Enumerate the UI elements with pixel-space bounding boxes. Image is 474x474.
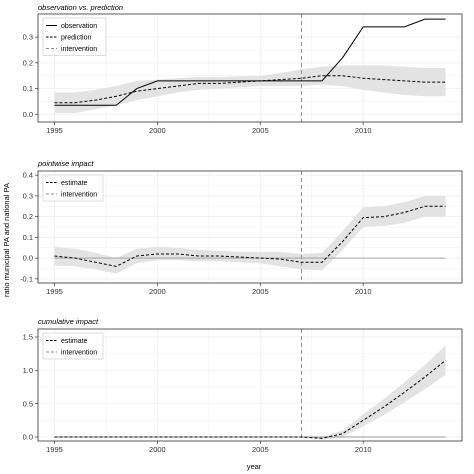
x-tick-label: 2010 <box>355 126 372 135</box>
y-tick-label: 0.2 <box>23 58 33 67</box>
y-tick-label: -0.1 <box>20 274 33 283</box>
panel-pointwise-impact: pointwise impact 1995 2000 2005 2010 -0.1 0.0… <box>20 159 462 296</box>
legend-label-intervention: intervention <box>61 46 97 53</box>
x-tick-label: 1995 <box>46 445 63 454</box>
x-tick-label: 2000 <box>149 287 166 296</box>
confidence-band <box>54 196 445 274</box>
y-tick-label: 0.0 <box>23 433 33 442</box>
legend-label-estimate: estimate <box>61 180 88 187</box>
y-tick-label: 0.1 <box>23 233 33 242</box>
y-tick-label: 1.5 <box>23 333 33 342</box>
y-tick-label: 0.2 <box>23 212 33 221</box>
x-tick-label: 2010 <box>355 287 372 296</box>
x-tick-label: 2005 <box>252 287 269 296</box>
x-tick-label: 1995 <box>46 287 63 296</box>
y-tick-label: 0.0 <box>23 110 33 119</box>
y-tick-label: 0.4 <box>23 171 33 180</box>
panel-title-observation-vs-prediction: observation vs. prediction <box>38 3 123 12</box>
y-tick-label: 0.1 <box>23 84 33 93</box>
confidence-band <box>54 65 445 113</box>
legend-label-observation: observation <box>61 23 97 30</box>
y-tick-label: 0.5 <box>23 399 33 408</box>
confidence-band <box>54 346 445 440</box>
panel-cumulative-impact: cumulative impact 1995 2000 2005 2010 0.0 0.5… <box>23 317 462 454</box>
y-tick-label: 0.3 <box>23 33 33 42</box>
x-axis-label: year <box>247 462 262 471</box>
y-tick-label: 0.3 <box>23 191 33 200</box>
x-tick-label: 2000 <box>149 445 166 454</box>
panel-title-pointwise-impact: pointwise impact <box>37 159 94 168</box>
y-tick-label: 1.0 <box>23 366 33 375</box>
x-tick-label: 2000 <box>149 126 166 135</box>
x-tick-label: 2005 <box>252 126 269 135</box>
legend-label-intervention: intervention <box>61 350 97 357</box>
y-axis-label: ratio municipal PA and national PA <box>2 183 11 297</box>
legend-label-estimate: estimate <box>61 338 88 345</box>
panel-observation-vs-prediction: observation vs. prediction 1995 2000 2005 2… <box>23 3 462 135</box>
x-tick-label: 2005 <box>252 445 269 454</box>
y-tick-label: 0.0 <box>23 254 33 263</box>
x-tick-label: 2010 <box>355 445 372 454</box>
x-tick-label: 1995 <box>46 126 63 135</box>
legend-label-intervention: intervention <box>61 192 97 199</box>
panel-title-cumulative-impact: cumulative impact <box>38 317 99 326</box>
legend-label-prediction: prediction <box>61 35 91 42</box>
